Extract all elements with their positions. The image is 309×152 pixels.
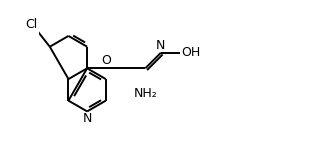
Text: N: N: [155, 39, 165, 52]
Text: O: O: [102, 54, 112, 67]
Text: OH: OH: [181, 46, 200, 59]
Text: Cl: Cl: [25, 18, 37, 31]
Text: NH₂: NH₂: [133, 87, 157, 100]
Text: N: N: [83, 112, 92, 125]
